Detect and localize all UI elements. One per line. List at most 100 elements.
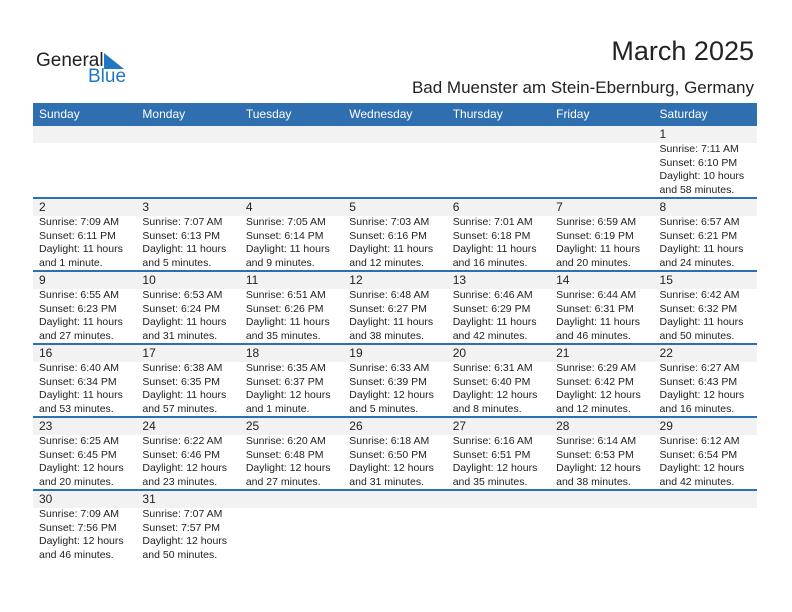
sunrise-text: Sunrise: 6:40 AM <box>39 362 119 374</box>
day-number-band <box>33 199 757 216</box>
day-number: 19 <box>349 346 363 360</box>
sunset-text: Sunset: 6:37 PM <box>245 375 324 388</box>
daylight-minutes-text: and 12 minutes. <box>349 256 424 269</box>
weekday-tuesday: Tuesday <box>245 107 292 121</box>
sunset-text: Sunset: 6:29 PM <box>452 302 531 315</box>
day-number: 15 <box>659 273 673 287</box>
daylight-text: Daylight: 11 hours <box>349 316 434 328</box>
sunset-text: Sunset: 6:39 PM <box>349 375 427 388</box>
day-number: 28 <box>556 419 570 433</box>
weekday-saturday: Saturday <box>659 107 708 121</box>
daylight-minutes-text: and 1 minute. <box>39 256 103 269</box>
day-cell: 3 Sunrise: 7:07 AM Sunset: 6:13 PM Daylight… <box>136 199 239 270</box>
sunrise-text: Sunrise: 6:33 AM <box>349 362 430 374</box>
sunrise-text: Sunrise: 7:07 AM <box>142 508 223 520</box>
sunrise-text: Sunrise: 7:03 AM <box>349 216 430 228</box>
daylight-text: Daylight: 11 hours <box>349 243 434 255</box>
daylight-minutes-text: and 20 minutes. <box>39 475 114 488</box>
day-cell: 15 Sunrise: 6:42 AM Sunset: 6:32 PM Dayligh… <box>654 272 757 343</box>
day-cell: 22 Sunrise: 6:27 AM Sunset: 6:43 PM Dayligh… <box>654 345 757 416</box>
sunrise-text: Sunrise: 6:38 AM <box>142 362 223 374</box>
weekday-friday: Friday <box>556 107 590 121</box>
day-number: 26 <box>349 419 363 433</box>
daylight-text: Daylight: 11 hours <box>556 316 640 328</box>
day-number: 27 <box>452 419 467 433</box>
sunrise-text: Sunrise: 6:27 AM <box>659 362 740 374</box>
sunrise-text: Sunrise: 6:25 AM <box>39 435 119 447</box>
empty-day-cell <box>343 126 446 197</box>
day-number: 29 <box>659 419 673 433</box>
sunset-text: Sunset: 6:34 PM <box>39 375 117 388</box>
empty-day-cell <box>240 126 343 197</box>
week-row: 16 Sunrise: 6:40 AM Sunset: 6:34 PM Dayligh… <box>33 345 757 418</box>
sunrise-text: Sunrise: 6:53 AM <box>142 289 223 301</box>
sunset-text: Sunset: 6:10 PM <box>659 156 738 169</box>
day-number: 6 <box>452 200 460 214</box>
calendar-grid: Sunday Monday Tuesday Wednesday Thursday… <box>33 103 757 562</box>
day-number: 5 <box>349 200 356 214</box>
day-number-band <box>33 272 757 289</box>
day-cell: 16 Sunrise: 6:40 AM Sunset: 6:34 PM Dayligh… <box>33 345 136 416</box>
daylight-minutes-text: and 58 minutes. <box>659 183 735 196</box>
daylight-minutes-text: and 46 minutes. <box>556 329 631 342</box>
sunrise-text: Sunrise: 6:48 AM <box>349 289 430 301</box>
daylight-text: Daylight: 11 hours <box>452 243 537 255</box>
daylight-text: Daylight: 12 hours <box>659 462 745 474</box>
daylight-text: Daylight: 11 hours <box>142 389 227 401</box>
sunrise-text: Sunrise: 6:57 AM <box>659 216 740 228</box>
daylight-minutes-text: and 16 minutes. <box>659 402 735 415</box>
sunset-text: Sunset: 6:45 PM <box>39 448 117 461</box>
daylight-text: Daylight: 11 hours <box>39 243 123 255</box>
daylight-text: Daylight: 12 hours <box>556 389 641 401</box>
sunset-text: Sunset: 6:14 PM <box>245 229 324 242</box>
day-number-band <box>33 418 757 435</box>
daylight-text: Daylight: 11 hours <box>452 316 537 328</box>
weeks: 1 Sunrise: 7:11 AM Sunset: 6:10 PM Daylight… <box>33 126 757 562</box>
daylight-text: Daylight: 12 hours <box>39 462 124 474</box>
daylight-text: Daylight: 11 hours <box>142 243 227 255</box>
day-number: 16 <box>39 346 53 360</box>
sunset-text: Sunset: 7:57 PM <box>142 521 221 534</box>
weekday-thursday: Thursday <box>452 107 503 121</box>
daylight-text: Daylight: 12 hours <box>245 389 331 401</box>
sunrise-text: Sunrise: 6:44 AM <box>556 289 637 301</box>
sunset-text: Sunset: 6:40 PM <box>452 375 531 388</box>
empty-day-cell <box>136 126 239 197</box>
empty-day-cell <box>343 491 446 562</box>
daylight-text: Daylight: 10 hours <box>659 170 745 182</box>
location-subtitle: Bad Muenster am Stein-Ebernburg, Germany <box>411 78 754 97</box>
sunset-text: Sunset: 7:56 PM <box>39 521 117 534</box>
sunset-text: Sunset: 6:18 PM <box>452 229 531 242</box>
sunset-text: Sunset: 6:21 PM <box>659 229 738 242</box>
daylight-text: Daylight: 11 hours <box>659 243 744 255</box>
day-cell: 12 Sunrise: 6:48 AM Sunset: 6:27 PM Dayligh… <box>343 272 446 343</box>
day-number: 2 <box>39 200 46 214</box>
daylight-minutes-text: and 24 minutes. <box>659 256 735 269</box>
sunset-text: Sunset: 6:13 PM <box>142 229 221 242</box>
daylight-minutes-text: and 50 minutes. <box>142 548 218 561</box>
day-cell: 27 Sunrise: 6:16 AM Sunset: 6:51 PM Dayligh… <box>447 418 550 489</box>
day-cell: 18 Sunrise: 6:35 AM Sunset: 6:37 PM Dayligh… <box>240 345 343 416</box>
day-cell: 20 Sunrise: 6:31 AM Sunset: 6:40 PM Dayligh… <box>447 345 550 416</box>
daylight-minutes-text: and 38 minutes. <box>349 329 424 342</box>
day-number: 18 <box>245 346 260 360</box>
day-cell: 1 Sunrise: 7:11 AM Sunset: 6:10 PM Daylight… <box>654 126 757 197</box>
daylight-minutes-text: and 42 minutes. <box>452 329 528 342</box>
sunset-text: Sunset: 6:43 PM <box>659 375 738 388</box>
day-number: 4 <box>245 200 253 214</box>
sunset-text: Sunset: 6:51 PM <box>452 448 531 461</box>
daylight-minutes-text: and 50 minutes. <box>659 329 735 342</box>
weekday-header: Sunday Monday Tuesday Wednesday Thursday… <box>33 103 757 126</box>
day-cell: 7 Sunrise: 6:59 AM Sunset: 6:19 PM Daylight… <box>550 199 653 270</box>
daylight-minutes-text: and 5 minutes. <box>349 402 419 415</box>
logo-text-general: General <box>36 50 104 71</box>
sunrise-text: Sunrise: 6:51 AM <box>245 289 326 301</box>
day-cell: 30 Sunrise: 7:09 AM Sunset: 7:56 PM Dayligh… <box>33 491 136 562</box>
logo-triangle-icon <box>104 53 124 69</box>
week-row: 2 Sunrise: 7:09 AM Sunset: 6:11 PM Daylight… <box>33 199 757 272</box>
sunset-text: Sunset: 6:31 PM <box>556 302 634 315</box>
empty-day-cell <box>447 491 550 562</box>
day-cell: 19 Sunrise: 6:33 AM Sunset: 6:39 PM Dayligh… <box>343 345 446 416</box>
weekday-sunday: Sunday <box>39 107 80 121</box>
